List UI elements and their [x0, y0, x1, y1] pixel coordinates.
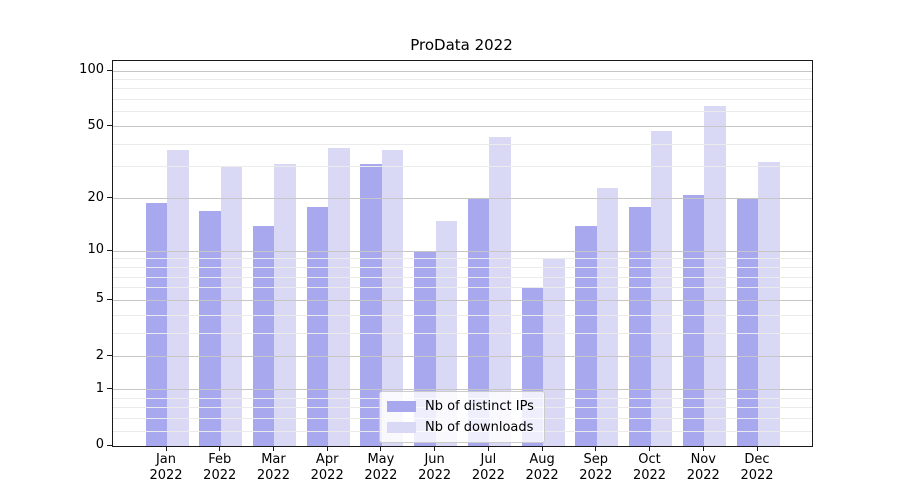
- x-tick-label-dec: Dec 2022: [740, 452, 774, 483]
- y-tick-mark-2: [107, 355, 112, 357]
- y-tick-mark-100: [107, 69, 112, 71]
- x-tick-label-jun: Jun 2022: [418, 452, 452, 483]
- legend-swatch-downloads: [387, 422, 416, 433]
- bar-distinct-ips-oct: [629, 206, 651, 446]
- x-tick-mark-jan: [165, 446, 167, 451]
- x-tick-mark-nov: [702, 446, 704, 451]
- legend: Nb of distinct IPs Nb of downloads: [379, 391, 545, 443]
- bar-distinct-ips-mar: [252, 225, 275, 446]
- gridline-major-100: [113, 70, 812, 72]
- x-tick-mark-sep: [595, 446, 597, 451]
- bar-distinct-ips-nov: [682, 194, 705, 446]
- x-tick-label-feb: Feb 2022: [203, 452, 237, 483]
- y-tick-mark-50: [107, 125, 112, 127]
- chart-title: ProData 2022: [410, 36, 513, 54]
- bar-distinct-ips-jan: [145, 202, 167, 446]
- y-tick-label-0: 0: [95, 437, 104, 452]
- y-tick-label-50: 50: [87, 117, 104, 133]
- bar-distinct-ips-dec: [736, 198, 758, 446]
- x-tick-mark-may: [380, 446, 382, 451]
- bar-distinct-ips-jul: [467, 198, 490, 446]
- y-tick-mark-10: [107, 249, 112, 251]
- y-tick-mark-5: [107, 298, 112, 300]
- bar-distinct-ips-feb: [199, 211, 221, 446]
- bar-downloads-dec: [758, 161, 780, 446]
- x-tick-mark-oct: [649, 446, 651, 451]
- x-tick-mark-aug: [541, 446, 543, 451]
- bar-downloads-jan: [167, 150, 189, 446]
- x-tick-label-jan: Jan 2022: [149, 452, 183, 483]
- x-tick-mark-feb: [219, 446, 221, 451]
- x-tick-label-may: May 2022: [364, 452, 398, 483]
- y-tick-mark-20: [107, 197, 112, 199]
- y-tick-label-2: 2: [95, 347, 104, 363]
- x-tick-label-oct: Oct 2022: [632, 452, 667, 483]
- bar-downloads-apr: [328, 148, 350, 446]
- y-tick-label-100: 100: [79, 62, 104, 77]
- legend-item-distinct-ips: Nb of distinct IPs: [387, 397, 536, 416]
- bar-downloads-nov: [704, 105, 726, 446]
- x-tick-mark-jun: [434, 446, 436, 451]
- bar-downloads-feb: [220, 166, 243, 446]
- x-tick-label-nov: Nov 2022: [686, 452, 720, 483]
- bar-downloads-mar: [274, 164, 296, 446]
- legend-item-downloads: Nb of downloads: [387, 418, 536, 437]
- x-tick-label-sep: Sep 2022: [579, 452, 613, 483]
- x-tick-label-apr: Apr 2022: [310, 452, 344, 483]
- plot-area: Nb of distinct IPs Nb of downloads: [112, 60, 813, 447]
- y-tick-label-1: 1: [95, 380, 104, 396]
- bar-downloads-sep: [596, 187, 619, 446]
- y-tick-label-20: 20: [87, 189, 104, 205]
- gridline-minor-70: [113, 99, 812, 101]
- x-tick-mark-apr: [326, 446, 328, 451]
- x-tick-label-jul: Jul 2022: [471, 452, 505, 483]
- y-tick-label-5: 5: [95, 291, 104, 307]
- y-tick-label-10: 10: [87, 242, 104, 258]
- bar-distinct-ips-may: [360, 164, 382, 446]
- y-tick-mark-0: [107, 444, 112, 446]
- gridline-minor-90: [113, 78, 812, 80]
- bar-downloads-may: [381, 150, 404, 446]
- bar-distinct-ips-sep: [575, 225, 597, 446]
- y-tick-mark-1: [107, 388, 112, 390]
- bar-downloads-jul: [489, 136, 511, 446]
- legend-label-downloads: Nb of downloads: [425, 420, 534, 435]
- legend-label-distinct-ips: Nb of distinct IPs: [425, 399, 534, 414]
- x-tick-label-aug: Aug 2022: [525, 452, 559, 483]
- bar-downloads-aug: [543, 258, 565, 446]
- x-tick-label-mar: Mar 2022: [256, 452, 290, 483]
- legend-swatch-distinct-ips: [387, 401, 416, 412]
- bar-downloads-oct: [650, 131, 673, 446]
- x-tick-mark-dec: [756, 446, 758, 451]
- x-tick-mark-jul: [487, 446, 489, 451]
- gridline-minor-80: [113, 88, 812, 90]
- bar-distinct-ips-apr: [306, 206, 329, 446]
- x-tick-mark-mar: [272, 446, 274, 451]
